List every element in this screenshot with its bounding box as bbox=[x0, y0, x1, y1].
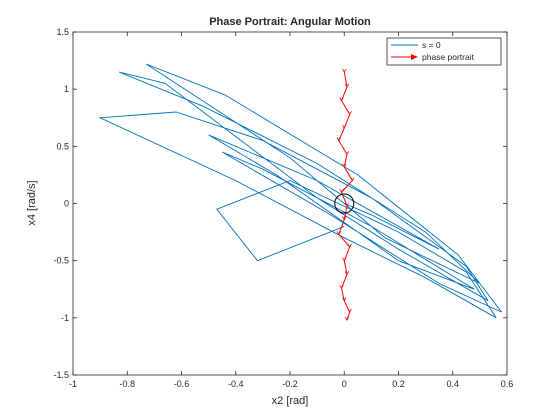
series-s0-line bbox=[98, 63, 502, 319]
x-tick-label: 0 bbox=[342, 379, 347, 389]
legend-box bbox=[386, 37, 502, 66]
phase-arrow bbox=[339, 188, 344, 193]
phase-arrow bbox=[344, 271, 350, 276]
phase-arrow bbox=[342, 297, 347, 302]
y-tick-label: -1 bbox=[61, 313, 69, 323]
phase-arrow bbox=[342, 216, 347, 221]
axes-background bbox=[73, 32, 507, 375]
phase-arrow bbox=[344, 202, 350, 207]
x-tick-label: -1 bbox=[69, 379, 77, 389]
phase-arrow bbox=[336, 137, 341, 142]
y-tick-label: 1.5 bbox=[56, 27, 69, 37]
phase-arrow bbox=[339, 97, 344, 102]
phase-arrow bbox=[344, 316, 350, 321]
origin-circle-marker bbox=[334, 193, 355, 214]
phase-arrow bbox=[342, 163, 347, 168]
x-tick-label: -0.2 bbox=[282, 379, 298, 389]
phase-arrow bbox=[342, 257, 347, 262]
x-tick-label: 0.4 bbox=[446, 379, 459, 389]
y-tick-label: -1.5 bbox=[53, 370, 69, 380]
x-tick-label: -0.8 bbox=[119, 379, 135, 389]
y-tick-label: 0.5 bbox=[56, 141, 69, 151]
x-tick-label: -0.6 bbox=[174, 379, 190, 389]
x-tick-label: 0.6 bbox=[501, 379, 514, 389]
y-tick-label: 1 bbox=[64, 84, 69, 94]
phase-arrow bbox=[342, 124, 347, 129]
series-layer bbox=[98, 63, 502, 321]
legend-arrow-head bbox=[411, 54, 418, 60]
legend: s = 0 phase portrait bbox=[386, 37, 502, 66]
phase-arrow bbox=[347, 111, 352, 116]
phase-arrow bbox=[339, 284, 344, 289]
x-axis-label: x2 [rad] bbox=[272, 395, 309, 407]
chart-title: Phase Portrait: Angular Motion bbox=[209, 16, 371, 28]
legend-entry-phase: phase portrait bbox=[422, 52, 475, 62]
series-phase-line bbox=[338, 71, 354, 321]
phase-arrow bbox=[344, 151, 350, 156]
x-tick-label: 0.2 bbox=[392, 379, 405, 389]
phase-arrow bbox=[347, 308, 352, 313]
phase-arrow bbox=[342, 68, 347, 73]
x-tick-label: -0.4 bbox=[228, 379, 244, 389]
y-axis-label: x4 [rad/s] bbox=[26, 180, 38, 225]
y-tick-label: 0 bbox=[64, 199, 69, 209]
phase-arrow bbox=[350, 177, 355, 182]
ticks-layer: -1 -0.8 -0.6 -0.4 -0.2 0 0.2 0.4 0.6-1.5-1-0.500… bbox=[53, 27, 513, 389]
plot-area bbox=[98, 63, 502, 321]
phase-arrow bbox=[347, 243, 352, 248]
y-tick-label: -0.5 bbox=[53, 256, 69, 266]
legend-entry-s0: s = 0 bbox=[422, 40, 441, 50]
phase-arrow bbox=[336, 231, 341, 236]
phase-arrow bbox=[344, 83, 350, 88]
